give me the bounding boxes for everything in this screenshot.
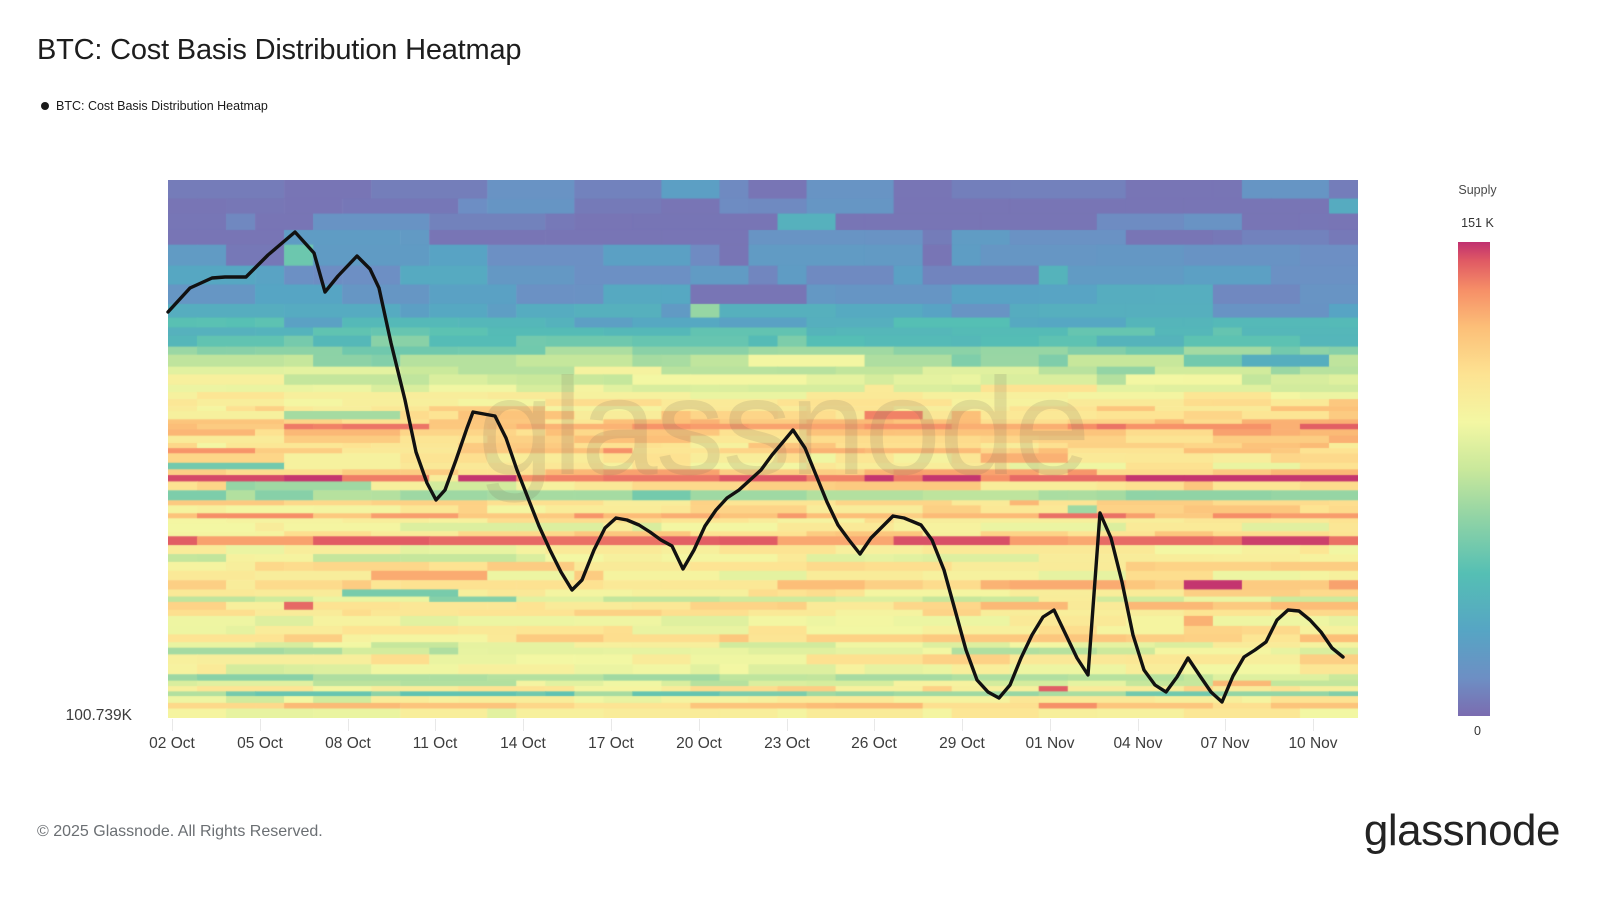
heatmap-canvas[interactable] (168, 180, 1358, 718)
x-tick-label: 20 Oct (676, 735, 722, 752)
x-tick-label: 02 Oct (149, 735, 195, 752)
x-tick-label: 23 Oct (764, 735, 810, 752)
x-tick-label: 05 Oct (237, 735, 283, 752)
glassnode-logo: glassnode (1363, 806, 1561, 855)
x-tick-label: 17 Oct (588, 735, 634, 752)
chart-legend[interactable]: BTC: Cost Basis Distribution Heatmap (41, 99, 268, 113)
x-tick-mark (787, 719, 788, 731)
x-tick-mark (523, 719, 524, 731)
x-tick-label: 14 Oct (500, 735, 546, 752)
x-tick-mark (172, 719, 173, 731)
x-tick-mark (874, 719, 875, 731)
x-tick-mark (1138, 719, 1139, 731)
price-line-overlay (166, 230, 1345, 704)
legend-series-label: BTC: Cost Basis Distribution Heatmap (56, 99, 268, 113)
y-axis-bottom-label: 100.739K (65, 707, 132, 724)
footer-copyright: © 2025 Glassnode. All Rights Reserved. (37, 823, 323, 840)
x-tick-mark (699, 719, 700, 731)
x-tick-label: 01 Nov (1025, 735, 1075, 752)
x-tick-label: 11 Oct (412, 735, 458, 752)
legend-marker-dot (41, 102, 49, 110)
x-tick-mark (260, 719, 261, 731)
page-title: BTC: Cost Basis Distribution Heatmap (37, 34, 522, 66)
colorbar-gradient (1458, 242, 1490, 716)
colorbar[interactable]: Supply 151 K 0 (1440, 180, 1600, 750)
x-tick-label: 10 Nov (1288, 735, 1338, 752)
x-tick-mark (962, 719, 963, 731)
x-tick-mark (1050, 719, 1051, 731)
colorbar-min-label: 0 (1474, 724, 1481, 738)
x-tick-label: 08 Oct (325, 735, 371, 752)
x-tick-mark (611, 719, 612, 731)
x-tick-label: 26 Oct (851, 735, 897, 752)
x-tick-label: 04 Nov (1113, 735, 1163, 752)
colorbar-max-label: 151 K (1461, 216, 1494, 230)
x-tick-mark (435, 719, 436, 731)
colorbar-title: Supply (1458, 183, 1497, 197)
x-tick-mark (348, 719, 349, 731)
x-tick-label: 07 Nov (1200, 735, 1250, 752)
x-tick-label: 29 Oct (939, 735, 985, 752)
price-line-path (166, 230, 1345, 704)
x-tick-mark (1313, 719, 1314, 731)
x-tick-mark (1225, 719, 1226, 731)
